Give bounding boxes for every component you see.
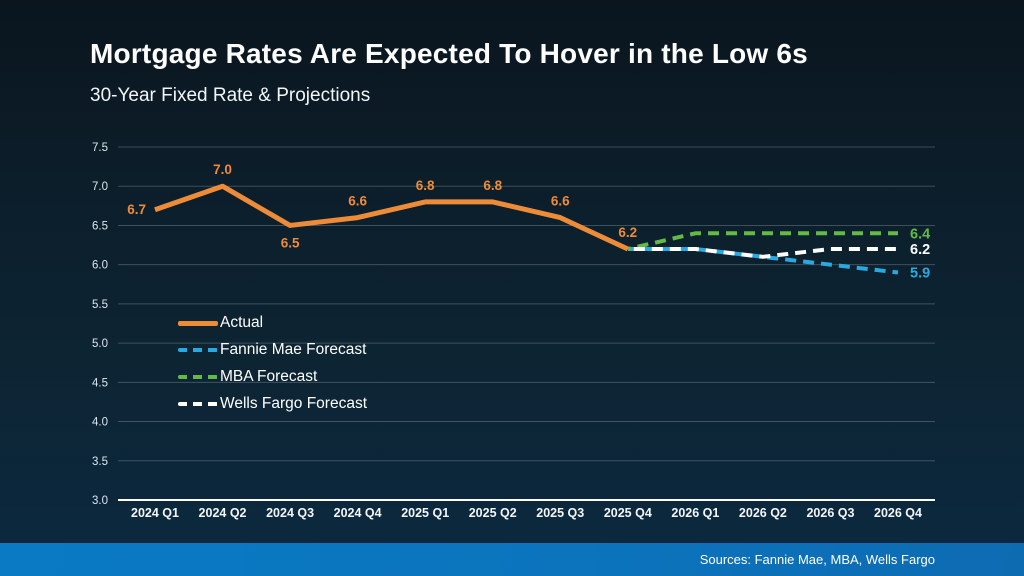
legend-label-actual: Actual	[220, 314, 264, 331]
x-tick-label: 2025 Q1	[401, 506, 449, 520]
x-tick-label: 2025 Q4	[604, 506, 652, 520]
y-tick-label: 5.5	[92, 299, 108, 311]
y-tick-label: 6.5	[92, 220, 108, 232]
data-label: 6.8	[483, 178, 502, 193]
x-tick-label: 2026 Q3	[806, 506, 854, 520]
legend-label-wells-fargo: Wells Fargo Forecast	[220, 395, 368, 412]
x-tick-label: 2025 Q3	[536, 506, 584, 520]
x-tick-label: 2026 Q2	[739, 506, 787, 520]
page-subtitle: 30-Year Fixed Rate & Projections	[90, 85, 371, 106]
y-tick-label: 6.0	[92, 260, 108, 272]
source-bar: Sources: Fannie Mae, MBA, Wells Fargo	[0, 543, 1024, 576]
legend-line-sample-actual	[178, 320, 218, 326]
page-title: Mortgage Rates Are Expected To Hover in …	[90, 38, 808, 69]
series-line-fannie-mae-forecast	[627, 246, 899, 275]
x-tick-label: 2024 Q3	[266, 506, 314, 520]
legend-label-mba: MBA Forecast	[220, 368, 318, 385]
x-tick-label: 2026 Q4	[874, 506, 922, 520]
legend-item-actual: Actual	[178, 314, 367, 332]
legend-line-sample-wells-fargo	[178, 402, 218, 406]
legend-line-sample-fannie-mae	[178, 348, 218, 352]
y-tick-label: 7.0	[92, 181, 108, 193]
legend-item-fannie-mae: Fannie Mae Forecast	[178, 341, 367, 359]
data-label: 6.6	[551, 194, 570, 209]
y-tick-label: 4.5	[92, 377, 108, 389]
data-label: 6.8	[416, 178, 435, 193]
legend-label-fannie-mae: Fannie Mae Forecast	[220, 341, 367, 358]
series-end-label: 5.9	[910, 266, 930, 282]
legend-item-mba: MBA Forecast	[178, 368, 367, 386]
x-tick-label: 2026 Q1	[671, 506, 719, 520]
data-label: 6.2	[618, 225, 637, 240]
data-label: 6.7	[127, 202, 146, 217]
data-label: 6.5	[281, 235, 300, 250]
legend-item-wells-fargo: Wells Fargo Forecast	[178, 395, 367, 413]
y-tick-label: 7.5	[92, 142, 108, 154]
series-end-label: 6.4	[910, 226, 930, 242]
series-end-label: 6.2	[910, 242, 930, 258]
x-tick-label: 2024 Q4	[334, 506, 382, 520]
data-label: 7.0	[213, 162, 232, 177]
y-tick-label: 3.5	[92, 456, 108, 468]
x-tick-label: 2024 Q1	[131, 506, 179, 520]
x-tick-label: 2025 Q2	[469, 506, 517, 520]
series-line-mba-forecast	[627, 231, 898, 251]
source-text: Sources: Fannie Mae, MBA, Wells Fargo	[699, 552, 935, 567]
series-line-wells-fargo-forecast	[627, 246, 898, 259]
chart-legend: Actual Fannie Mae Forecast MBA Forecast …	[178, 314, 367, 413]
legend-line-sample-mba	[178, 375, 218, 379]
y-tick-label: 4.0	[92, 417, 108, 429]
y-tick-label: 5.0	[92, 338, 108, 350]
data-label: 6.6	[348, 194, 367, 209]
y-tick-label: 3.0	[92, 495, 108, 507]
x-tick-label: 2024 Q2	[199, 506, 247, 520]
series-line-actual	[154, 183, 629, 252]
